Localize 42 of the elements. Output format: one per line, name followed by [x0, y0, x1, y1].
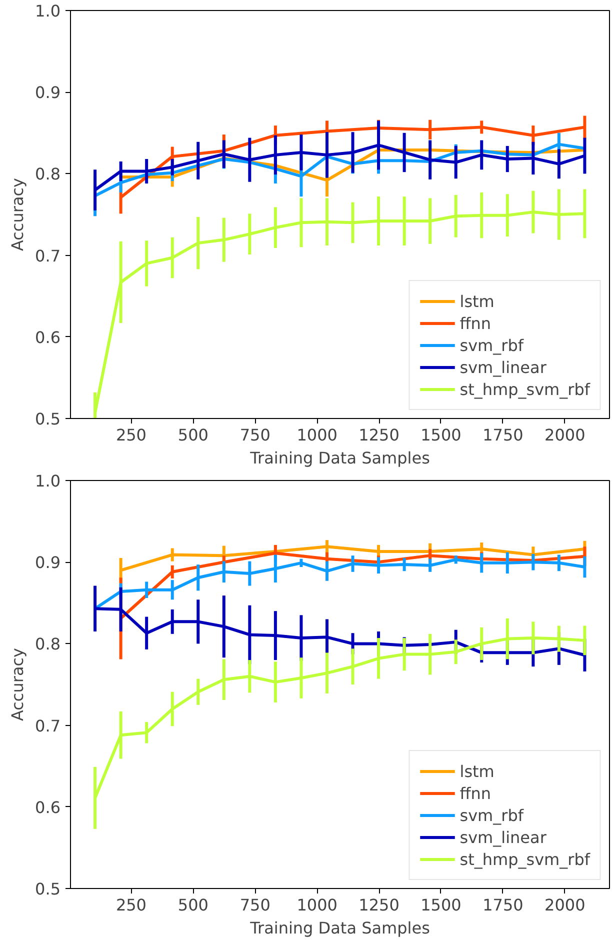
- y-tick-label: 1.0: [35, 2, 61, 20]
- x-tick-label: 250: [116, 896, 146, 914]
- y-tick-label: 0.5: [35, 880, 61, 898]
- x-tick-label: 1250: [358, 426, 400, 444]
- legend-label: ffnn: [460, 784, 492, 802]
- x-tick-label: 750: [240, 896, 270, 914]
- legend-label: svm_linear: [460, 358, 546, 376]
- x-axis-title: Training Data Samples: [249, 448, 430, 468]
- x-tick-label: 1000: [296, 426, 338, 444]
- x-tick-label: 1750: [482, 426, 524, 444]
- y-tick-label: 0.7: [35, 716, 61, 736]
- x-axis-title: Training Data Samples: [249, 918, 430, 938]
- legend-label: ffnn: [460, 314, 492, 332]
- y-tick-label: 1.0: [35, 472, 61, 490]
- x-tick-label: 500: [178, 426, 208, 444]
- y-tick-label: 0.6: [35, 328, 61, 347]
- x-tick-label: 2000: [544, 426, 586, 444]
- y-axis-title: Accuracy: [8, 178, 28, 252]
- legend-label: lstm: [460, 762, 494, 780]
- legend-label: st_hmp_svm_rbf: [460, 850, 590, 868]
- x-tick-label: 500: [178, 896, 208, 914]
- x-tick-label: 2000: [544, 896, 586, 914]
- x-tick-label: 750: [240, 426, 270, 444]
- legend-label: st_hmp_svm_rbf: [460, 380, 590, 398]
- x-tick-label: 1250: [358, 896, 400, 914]
- legend-label: svm_rbf: [460, 806, 524, 824]
- y-tick-label: 0.9: [35, 553, 61, 572]
- y-tick-label: 0.7: [35, 246, 61, 266]
- legend-label: svm_linear: [460, 828, 546, 846]
- legend-label: lstm: [460, 292, 494, 310]
- y-tick-label: 0.8: [35, 164, 61, 184]
- y-tick-label: 0.8: [35, 634, 61, 654]
- legend-label: svm_rbf: [460, 336, 524, 354]
- y-tick-label: 0.5: [35, 410, 61, 428]
- y-axis-title: Accuracy: [8, 648, 28, 722]
- y-tick-label: 0.6: [35, 798, 61, 817]
- x-tick-label: 1500: [420, 426, 462, 444]
- y-tick-label: 0.9: [35, 83, 61, 102]
- x-tick-label: 250: [116, 426, 146, 444]
- x-tick-label: 1750: [482, 896, 524, 914]
- x-tick-label: 1500: [420, 896, 462, 914]
- x-tick-label: 1000: [296, 896, 338, 914]
